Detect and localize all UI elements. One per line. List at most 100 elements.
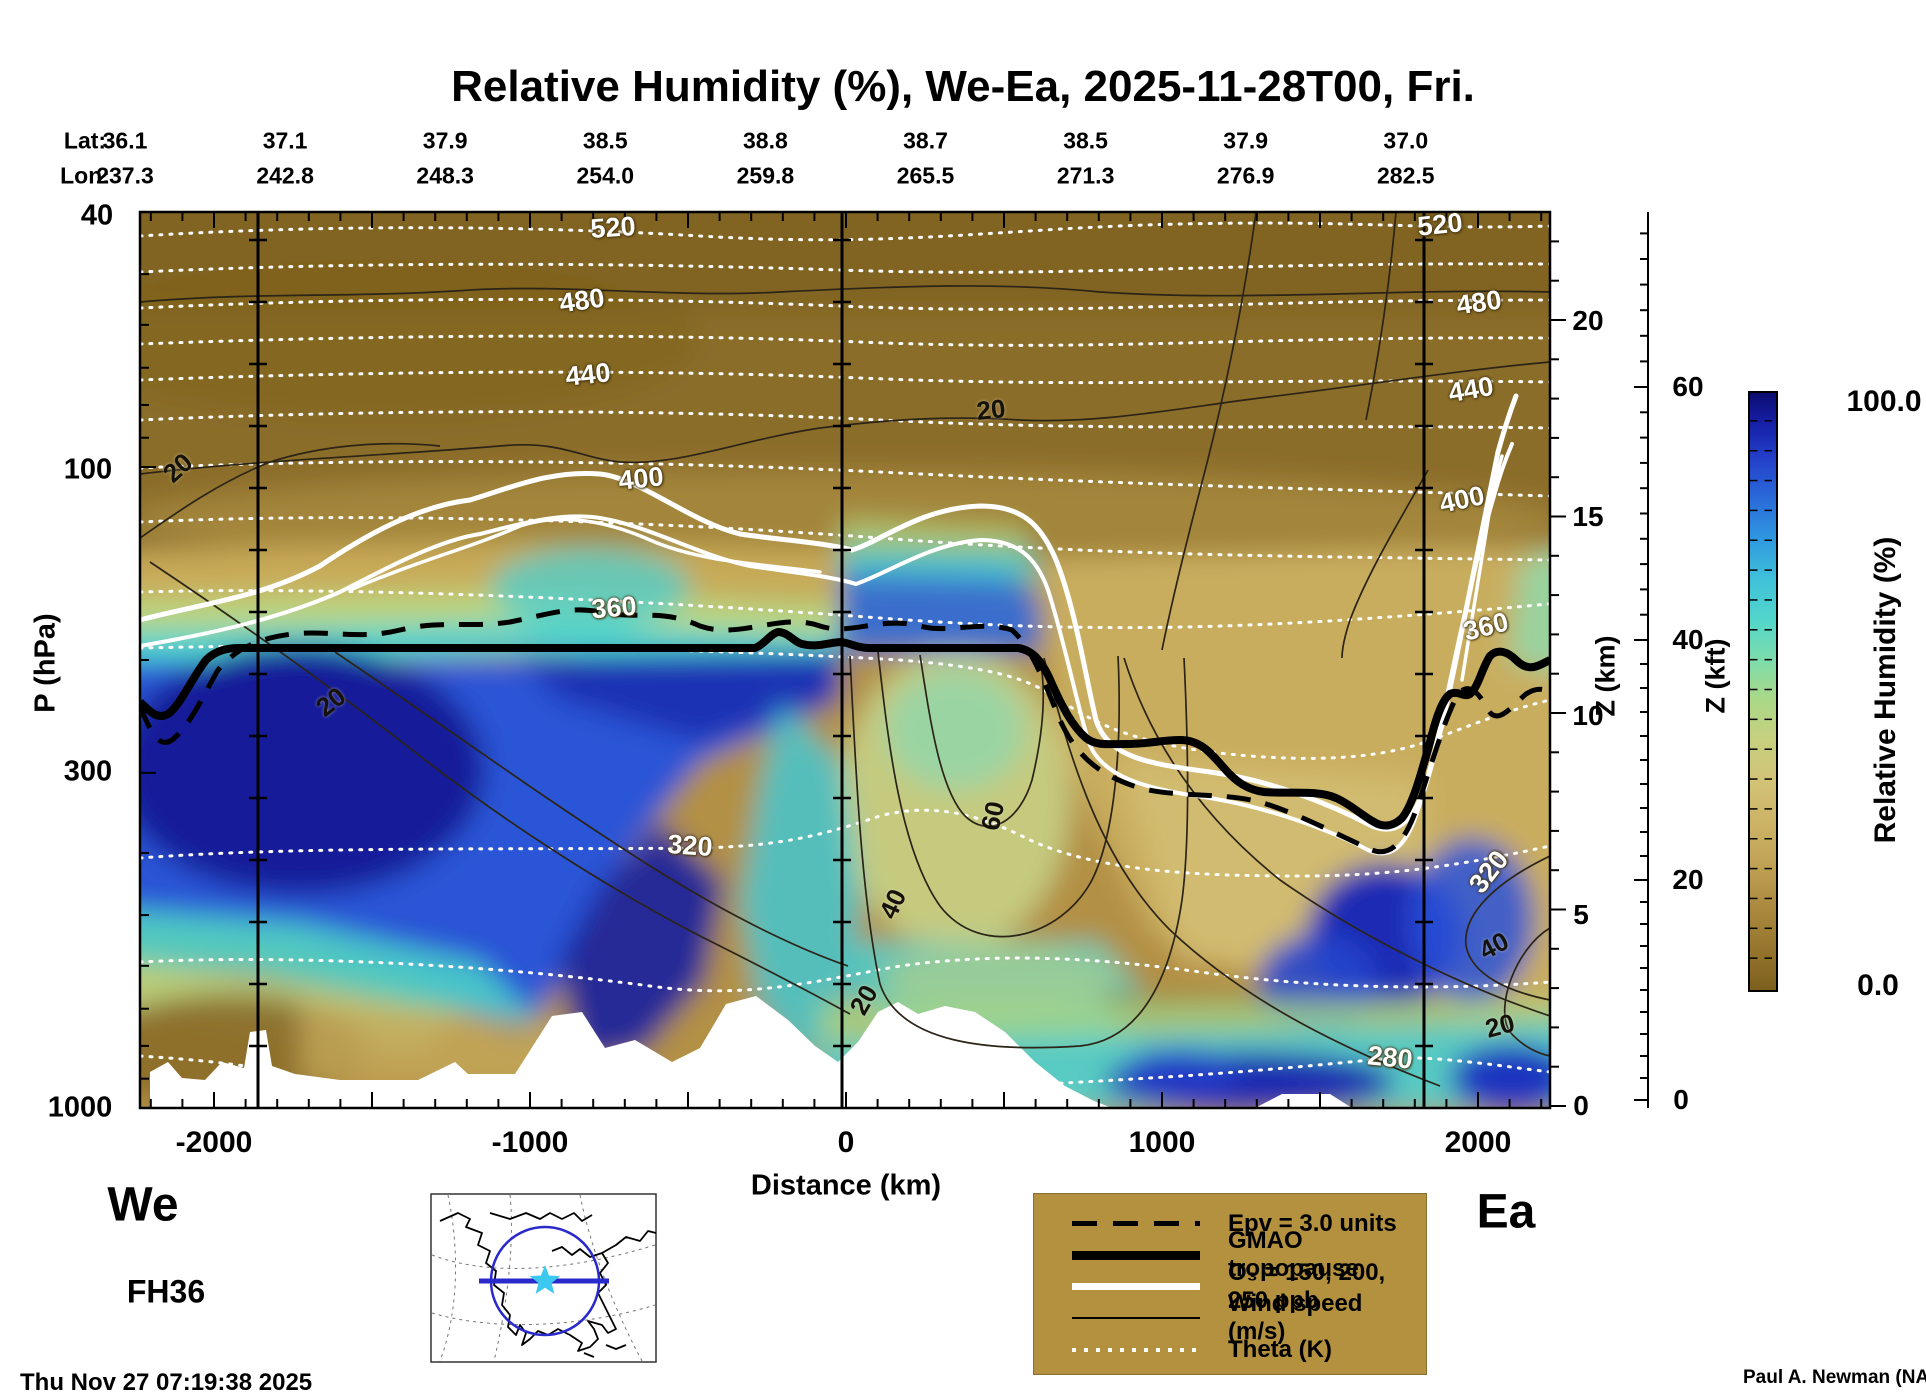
section-range-circle xyxy=(489,1225,601,1337)
humidity-field xyxy=(140,212,1550,1108)
contour-label-theta: 400 xyxy=(616,461,665,496)
lon-value: 265.5 xyxy=(896,162,955,189)
waypoint-line-ticks xyxy=(249,238,1433,1048)
zkft-tick-label: 0 xyxy=(1673,1084,1689,1115)
contour-label-theta: 320 xyxy=(666,828,714,863)
zkm-tick-label: 15 xyxy=(1572,501,1604,532)
legend-item-label: Epv = 3.0 units xyxy=(1228,1209,1397,1237)
legend-rows: Epv = 3.0 units GMAO tropopause O₃ = 150, … xyxy=(1072,1208,1426,1366)
colorbar-max-label: 100.0 xyxy=(1846,385,1922,418)
zkft-axis-title: Z (kft) xyxy=(1700,638,1731,714)
legend-item-label: O₃ = 150, 200, 250 ppb xyxy=(1228,1258,1386,1314)
contour-label-theta: 520 xyxy=(1415,207,1464,242)
contour-label-theta: 440 xyxy=(563,357,612,392)
thin-black-line-swatch xyxy=(1072,1317,1200,1320)
forecast-hour-label: FH36 xyxy=(126,1273,206,1310)
colorbar xyxy=(1748,391,1778,992)
lon-value: 276.9 xyxy=(1216,162,1275,189)
contour-label-wind: 20 xyxy=(1482,1007,1518,1044)
zkm-tick-label: 0 xyxy=(1573,1090,1589,1121)
contour-label-theta: 440 xyxy=(1446,370,1496,409)
thick-black-line-swatch xyxy=(1072,1250,1200,1260)
contour-label-theta: 320 xyxy=(1462,844,1515,899)
lat-value: 37.9 xyxy=(1223,127,1269,154)
pressure-tick-label: 100 xyxy=(63,453,113,486)
contour-label-wind: 20 xyxy=(156,446,199,489)
contour-label-theta: 360 xyxy=(590,590,638,625)
lon-value: 282.5 xyxy=(1377,162,1435,189)
lat-value: 38.7 xyxy=(903,127,948,154)
legend-item: Wind speed (m/s) xyxy=(1072,1290,1426,1345)
lat-value: 37.9 xyxy=(422,127,468,154)
plot-border xyxy=(138,210,1552,1110)
lon-value: 242.8 xyxy=(256,162,314,189)
legend-item: O₃ = 150, 200, 250 ppb xyxy=(1072,1259,1426,1314)
wind-contours xyxy=(140,212,1550,1087)
contour-label-wind: 20 xyxy=(974,393,1007,426)
lat-value: 38.5 xyxy=(582,127,628,154)
contour-label-wind: 20 xyxy=(310,680,352,723)
legend-item: GMAO tropopause xyxy=(1072,1227,1426,1282)
contour-label-theta: 360 xyxy=(1460,606,1512,647)
colorbar-title: Relative Humidity (%) xyxy=(1869,536,1902,844)
east-endpoint-label: Ea xyxy=(1476,1185,1536,1239)
contour-label-theta: 480 xyxy=(1454,284,1504,321)
distance-tick-label: 2000 xyxy=(1444,1126,1512,1159)
distance-tick-label: 1000 xyxy=(1128,1126,1196,1159)
legend-item: Theta (K) xyxy=(1072,1334,1426,1366)
legend-item-label: Theta (K) xyxy=(1228,1335,1332,1363)
legend-item: Epv = 3.0 units xyxy=(1072,1208,1426,1240)
theta-contours xyxy=(140,221,1550,1094)
zkm-tick-label: 10 xyxy=(1572,700,1604,731)
zkm-tick-label: 5 xyxy=(1573,899,1589,930)
o3-contours xyxy=(140,393,1519,856)
distance-tick-label: 0 xyxy=(837,1126,855,1159)
contour-label-wind: 60 xyxy=(974,798,1011,834)
page-title: Relative Humidity (%), We-Ea, 2025-11-28… xyxy=(451,62,1475,111)
pressure-axis-title: P (hPa) xyxy=(29,613,62,713)
zkm-axis-ticks xyxy=(1550,240,1566,1107)
contour-label-wind: 40 xyxy=(872,884,913,924)
lon-value: 254.0 xyxy=(576,162,635,189)
generation-timestamp: Thu Nov 27 07:19:38 2025 xyxy=(20,1369,313,1394)
west-endpoint-label: We xyxy=(107,1178,179,1232)
pressure-tick-label: 40 xyxy=(80,199,114,232)
zkft-tick-label: 60 xyxy=(1672,371,1704,402)
lat-value: 37.1 xyxy=(262,127,308,154)
lat-value: 37.0 xyxy=(1383,127,1429,154)
lat-row-header: Lat: xyxy=(63,127,107,154)
distance-axis-title: Distance (km) xyxy=(750,1169,942,1202)
pressure-tick-label: 1000 xyxy=(47,1091,113,1124)
waypoint-reference-lines xyxy=(256,212,1426,1108)
zkft-axis-ticks xyxy=(1634,232,1648,1101)
lon-value: 259.8 xyxy=(736,162,795,189)
pressure-axis-ticks xyxy=(140,211,156,1109)
colorbar-min-label: 0.0 xyxy=(1857,969,1899,1002)
lon-value: 237.3 xyxy=(96,162,154,189)
contour-label-theta: 520 xyxy=(589,210,637,245)
lon-value: 271.3 xyxy=(1056,162,1115,189)
legend-item-label: Wind speed (m/s) xyxy=(1228,1290,1363,1346)
distance-tick-label: -1000 xyxy=(491,1126,569,1159)
map-inset xyxy=(430,1193,657,1363)
pressure-tick-label: 300 xyxy=(63,755,113,788)
contour-label-wind: 20 xyxy=(843,979,884,1020)
zkm-tick-label: 20 xyxy=(1572,305,1604,336)
terrain-mask xyxy=(150,996,1352,1108)
lat-value: 38.8 xyxy=(743,127,788,154)
zkft-tick-label: 40 xyxy=(1672,624,1704,655)
lon-value: 248.3 xyxy=(416,162,474,189)
tropopause-line xyxy=(140,628,1550,830)
zkft-tick-label: 20 xyxy=(1672,864,1704,895)
thick-white-line-swatch xyxy=(1072,1283,1200,1291)
contour-label-theta: 280 xyxy=(1366,1040,1415,1075)
dashed-black-line-swatch xyxy=(1072,1221,1200,1227)
legend: Epv = 3.0 units GMAO tropopause O₃ = 150, … xyxy=(1033,1193,1427,1375)
distance-axis-ticks xyxy=(149,212,1543,1108)
star-icon xyxy=(529,1265,561,1294)
credit-attribution: Paul A. Newman (NASA xyxy=(1743,1367,1926,1388)
lat-value: 38.5 xyxy=(1063,127,1108,154)
dotted-white-line-swatch xyxy=(1072,1348,1200,1352)
